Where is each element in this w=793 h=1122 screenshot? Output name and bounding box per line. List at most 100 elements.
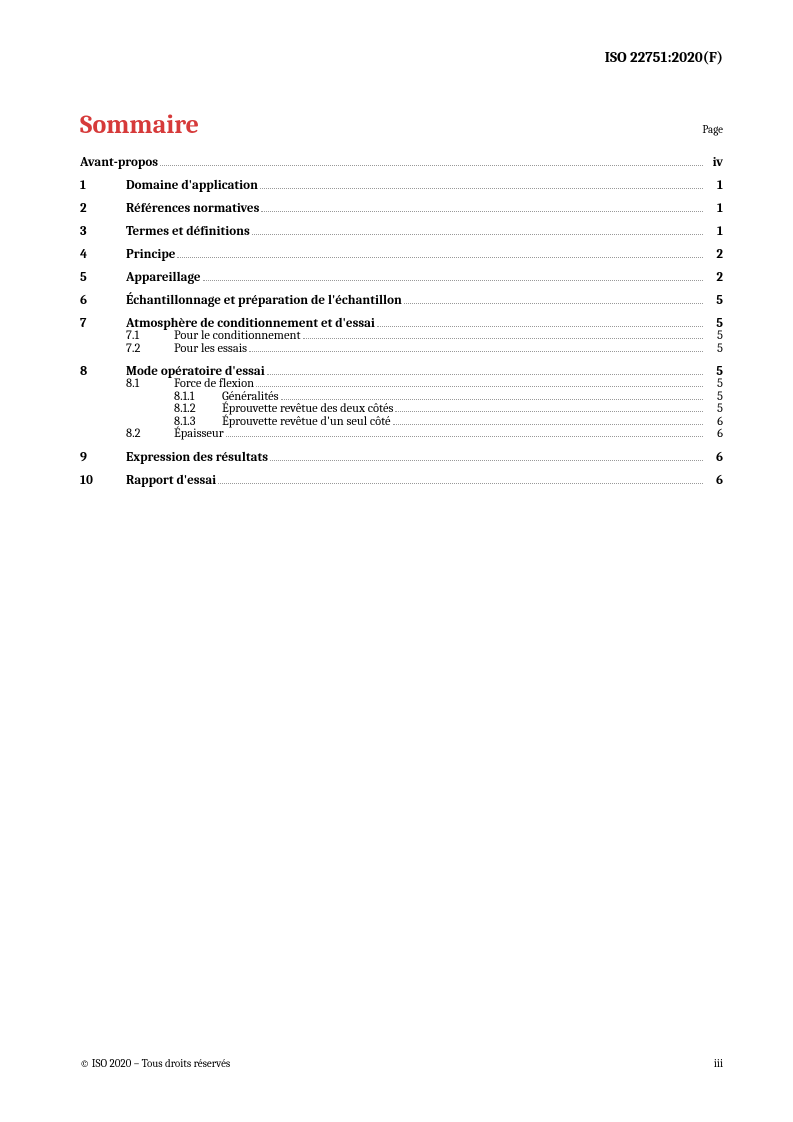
- toc-text: Termes et définitions: [126, 225, 705, 238]
- toc-label: Avant-propos: [80, 156, 158, 169]
- toc-num: 10: [80, 474, 126, 487]
- page: ISO 22751:2020(F) Sommaire Page Avant-pr…: [0, 0, 793, 1122]
- standard-id: ISO 22751:2020(F): [605, 48, 723, 66]
- toc-page: 6: [705, 474, 723, 487]
- toc-text: Échantillonnage et préparation de l'écha…: [126, 294, 705, 307]
- toc-leader-dots: [160, 164, 703, 166]
- toc-row: 8.1Force de flexion 5: [80, 378, 723, 391]
- toc-label: Principe: [126, 248, 175, 261]
- toc-page: 1: [705, 225, 723, 238]
- toc-label: Termes et définitions: [126, 225, 250, 238]
- toc-page: 6: [705, 428, 723, 441]
- toc-text: Expression des résultats: [126, 451, 705, 464]
- toc-text: Éprouvette revêtue des deux côtés: [222, 403, 705, 416]
- toc-num: 9: [80, 451, 126, 464]
- toc-num: 7: [80, 317, 126, 330]
- toc-subnum: 8.2: [126, 428, 174, 441]
- toc-leader-dots: [393, 423, 703, 425]
- toc-num: 4: [80, 248, 126, 261]
- toc-page: 2: [705, 248, 723, 261]
- toc-page: 5: [705, 403, 723, 416]
- toc-row: Avant-propos iv: [80, 156, 723, 169]
- toc-label: Pour le conditionnement: [174, 330, 301, 343]
- toc-text: Épaisseur: [174, 428, 705, 441]
- toc-label: Domaine d'application: [126, 179, 258, 192]
- footer: © ISO 2020 – Tous droits réservés iii: [80, 1057, 723, 1070]
- toc-page: 5: [705, 343, 723, 356]
- toc-text: Rapport d'essai: [126, 474, 705, 487]
- toc-num: 8: [80, 365, 126, 378]
- toc-page: iv: [705, 156, 723, 169]
- toc-leader-dots: [270, 459, 703, 461]
- toc-row: 8.2Épaisseur 6: [80, 428, 723, 441]
- toc-row: 3Termes et définitions 1: [80, 225, 723, 238]
- toc-label: Éprouvette revêtue des deux côtés: [222, 403, 393, 416]
- toc-page: 2: [705, 271, 723, 284]
- toc-page: 5: [705, 294, 723, 307]
- toc-label: Force de flexion: [174, 378, 254, 391]
- toc-label: Épaisseur: [174, 428, 224, 441]
- toc-text: Domaine d'application: [126, 179, 705, 192]
- document-header: ISO 22751:2020(F): [605, 48, 723, 66]
- toc-subnum: 7.1: [126, 330, 174, 343]
- page-title: Sommaire: [80, 110, 199, 140]
- toc-num: 5: [80, 271, 126, 284]
- toc-num: 2: [80, 202, 126, 215]
- toc-text: Avant-propos: [80, 156, 705, 169]
- toc-row: 7.1Pour le conditionnement 5: [80, 330, 723, 343]
- toc-text: Pour le conditionnement: [174, 330, 705, 343]
- toc-row: 1Domaine d'application1: [80, 179, 723, 192]
- toc-row: 4Principe 2: [80, 248, 723, 261]
- toc-page: 5: [705, 330, 723, 343]
- toc-num: 6: [80, 294, 126, 307]
- toc-leader-dots: [203, 279, 703, 281]
- toc-page: 1: [705, 202, 723, 215]
- toc-leader-dots: [177, 256, 703, 258]
- title-row: Sommaire Page: [80, 110, 723, 140]
- toc-leader-dots: [395, 410, 703, 412]
- toc-leader-dots: [261, 210, 703, 212]
- copyright-text: © ISO 2020 – Tous droits réservés: [80, 1057, 230, 1070]
- toc-leader-dots: [303, 337, 703, 339]
- toc-num: 3: [80, 225, 126, 238]
- toc-label: Rapport d'essai: [126, 474, 216, 487]
- toc-row: 2Références normatives 1: [80, 202, 723, 215]
- toc-text: Pour les essais: [174, 343, 705, 356]
- toc-leader-dots: [267, 373, 703, 375]
- toc-row: 6Échantillonnage et préparation de l'éch…: [80, 294, 723, 307]
- toc-label: Références normatives: [126, 202, 259, 215]
- toc-label: Pour les essais: [174, 343, 247, 356]
- toc-row: 5Appareillage 2: [80, 271, 723, 284]
- toc-page: 6: [705, 451, 723, 464]
- toc-page: 5: [705, 378, 723, 391]
- toc-row: 9Expression des résultats 6: [80, 451, 723, 464]
- toc-label: Expression des résultats: [126, 451, 268, 464]
- toc-subnum: 7.2: [126, 343, 174, 356]
- toc-subnum: 8.1: [126, 378, 174, 391]
- toc-text: Principe: [126, 248, 705, 261]
- toc-leader-dots: [281, 398, 703, 400]
- toc-row: 10Rapport d'essai 6: [80, 474, 723, 487]
- toc-leader-dots: [404, 302, 703, 304]
- toc-leader-dots: [256, 385, 703, 387]
- toc-label: Échantillonnage et préparation de l'écha…: [126, 294, 402, 307]
- toc-page-label: Page: [702, 123, 723, 136]
- toc: Avant-proposiv1Domaine d'application12Ré…: [80, 156, 723, 487]
- toc-leader-dots: [252, 233, 703, 235]
- toc-leader-dots: [249, 350, 703, 352]
- toc-row: 7.2Pour les essais 5: [80, 343, 723, 356]
- toc-num: 1: [80, 179, 126, 192]
- toc-leader-dots: [377, 325, 703, 327]
- toc-text: Références normatives: [126, 202, 705, 215]
- page-number: iii: [714, 1057, 723, 1070]
- toc-row: 8.1.2Éprouvette revêtue des deux côtés 5: [80, 403, 723, 416]
- toc-leader-dots: [260, 187, 703, 189]
- toc-label: Éprouvette revêtue d'un seul côté: [222, 416, 391, 429]
- toc-page: 1: [705, 179, 723, 192]
- toc-subsubnum: 8.1.2: [174, 403, 222, 416]
- toc-label: Appareillage: [126, 271, 201, 284]
- toc-leader-dots: [226, 435, 703, 437]
- toc-leader-dots: [218, 482, 703, 484]
- toc-text: Force de flexion: [174, 378, 705, 391]
- toc-text: Éprouvette revêtue d'un seul côté: [222, 416, 705, 429]
